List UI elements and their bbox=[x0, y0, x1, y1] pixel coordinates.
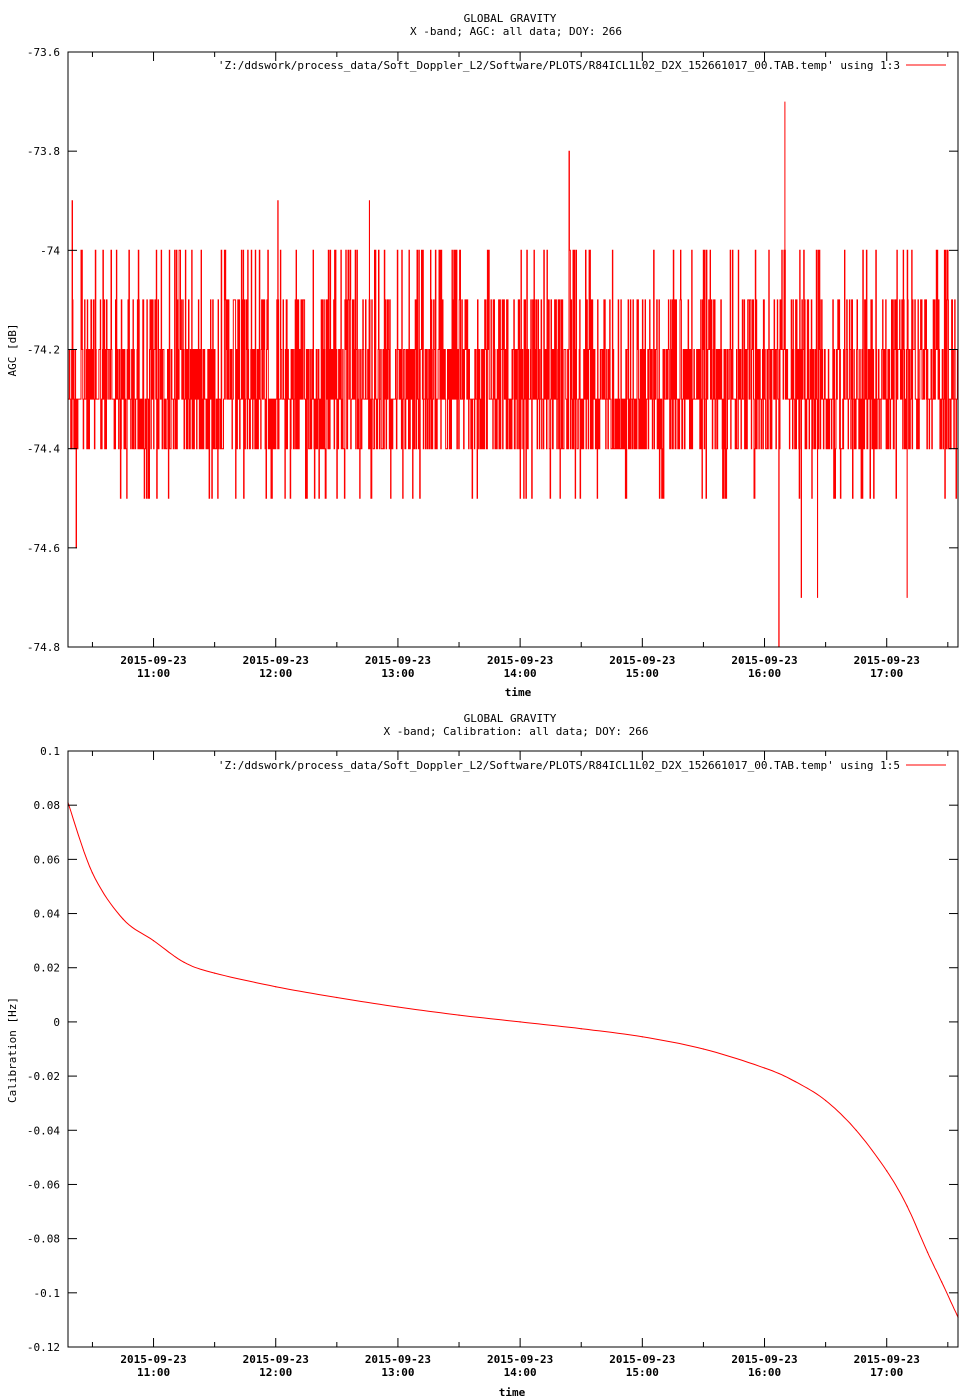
calibration-x-tick-time: 15:00 bbox=[626, 1366, 659, 1379]
calibration-y-tick-label: 0.04 bbox=[34, 908, 61, 921]
calibration-x-tick-date: 2015-09-23 bbox=[854, 1353, 920, 1366]
agc-y-tick-label: -74 bbox=[40, 244, 60, 257]
agc-x-tick-time: 17:00 bbox=[870, 667, 903, 680]
calibration-y-tick-label: 0 bbox=[53, 1016, 60, 1029]
agc-series-line bbox=[68, 101, 959, 648]
calibration-data-point bbox=[855, 1129, 857, 1131]
calibration-data-point bbox=[214, 972, 216, 974]
calibration-x-tick-time: 13:00 bbox=[381, 1366, 414, 1379]
calibration-x-tick-time: 14:00 bbox=[504, 1366, 537, 1379]
calibration-y-tick-label: 0.06 bbox=[34, 853, 61, 866]
agc-y-axis-label: AGC [dB] bbox=[6, 324, 19, 377]
calibration-y-tick-label: 0.02 bbox=[34, 962, 61, 975]
calibration-data-point bbox=[794, 1080, 796, 1083]
calibration-series-line bbox=[67, 802, 959, 1318]
calibration-data-point bbox=[580, 1028, 582, 1030]
calibration-data-point bbox=[825, 1099, 827, 1102]
calibration-data-point bbox=[906, 1205, 908, 1207]
agc-x-tick-date: 2015-09-23 bbox=[854, 654, 920, 667]
calibration-data-point bbox=[886, 1170, 888, 1172]
calibration-x-tick-date: 2015-09-23 bbox=[243, 1353, 309, 1366]
calibration-x-tick-date: 2015-09-23 bbox=[609, 1353, 675, 1366]
calibration-x-tick-date: 2015-09-23 bbox=[120, 1353, 186, 1366]
calibration-data-point bbox=[336, 996, 338, 999]
agc-x-tick-date: 2015-09-23 bbox=[365, 654, 431, 667]
agc-chart: GLOBAL GRAVITY X -band; AGC: all data; D… bbox=[6, 12, 959, 699]
agc-x-tick-time: 12:00 bbox=[259, 667, 292, 680]
agc-x-tick-time: 14:00 bbox=[504, 667, 537, 680]
agc-x-tick-date: 2015-09-23 bbox=[731, 654, 797, 667]
agc-x-tick-date: 2015-09-23 bbox=[243, 654, 309, 667]
agc-x-tick-time: 15:00 bbox=[626, 667, 659, 680]
agc-x-axis-label: time bbox=[505, 686, 532, 699]
calibration-data-point bbox=[458, 1014, 460, 1016]
agc-y-tick-label: -74.8 bbox=[27, 641, 60, 654]
agc-x-tick-time: 11:00 bbox=[137, 667, 170, 680]
calibration-chart: GLOBAL GRAVITY X -band; Calibration: all… bbox=[6, 712, 959, 1399]
calibration-data-point bbox=[763, 1067, 766, 1069]
calibration-y-tick-label: 0.1 bbox=[40, 745, 60, 758]
agc-y-tick-label: -74.6 bbox=[27, 542, 60, 555]
calibration-y-tick-label: 0.08 bbox=[34, 799, 61, 812]
calibration-data-point bbox=[702, 1048, 705, 1050]
calibration-y-tick-label: -0.02 bbox=[27, 1070, 60, 1083]
agc-y-tick-label: -73.8 bbox=[27, 145, 60, 158]
calibration-chart-subtitle: X -band; Calibration: all data; DOY: 266 bbox=[384, 725, 649, 738]
calibration-x-tick-time: 11:00 bbox=[137, 1366, 170, 1379]
calibration-x-tick-time: 16:00 bbox=[748, 1366, 781, 1379]
calibration-plot-frame bbox=[67, 750, 959, 1348]
agc-x-tick-date: 2015-09-23 bbox=[609, 654, 675, 667]
agc-x-tick-time: 13:00 bbox=[381, 667, 414, 680]
calibration-data-point bbox=[183, 961, 185, 963]
calibration-legend-label: 'Z:/ddswork/process_data/Soft_Doppler_L2… bbox=[218, 759, 900, 772]
calibration-data-point bbox=[397, 1006, 399, 1008]
agc-legend-label: 'Z:/ddswork/process_data/Soft_Doppler_L2… bbox=[218, 59, 900, 72]
agc-chart-subtitle: X -band; AGC: all data; DOY: 266 bbox=[410, 25, 622, 38]
calibration-data-point bbox=[152, 940, 155, 942]
calibration-chart-title: GLOBAL GRAVITY bbox=[464, 712, 557, 725]
calibration-data-point bbox=[122, 918, 124, 920]
calibration-y-tick-label: -0.04 bbox=[27, 1124, 60, 1137]
agc-chart-title: GLOBAL GRAVITY bbox=[464, 12, 557, 25]
calibration-y-tick-label: -0.12 bbox=[27, 1341, 60, 1354]
agc-y-tick-label: -73.6 bbox=[27, 46, 60, 59]
agc-y-tick-label: -74.4 bbox=[27, 443, 60, 456]
calibration-data-point bbox=[91, 872, 93, 874]
calibration-data-point bbox=[519, 1021, 521, 1023]
agc-plot-frame bbox=[67, 51, 959, 648]
calibration-y-tick-label: -0.1 bbox=[34, 1287, 61, 1300]
calibration-x-tick-date: 2015-09-23 bbox=[365, 1353, 431, 1366]
calibration-x-tick-time: 12:00 bbox=[259, 1366, 292, 1379]
calibration-x-tick-time: 17:00 bbox=[870, 1366, 903, 1379]
calibration-y-tick-label: -0.08 bbox=[27, 1233, 60, 1246]
calibration-data-point bbox=[641, 1036, 643, 1038]
agc-x-tick-time: 16:00 bbox=[748, 667, 781, 680]
calibration-x-tick-date: 2015-09-23 bbox=[487, 1353, 553, 1366]
calibration-data-point bbox=[941, 1281, 943, 1283]
agc-y-tick-label: -74.2 bbox=[27, 344, 60, 357]
calibration-data-point bbox=[926, 1251, 929, 1253]
calibration-y-tick-label: -0.06 bbox=[27, 1178, 60, 1191]
agc-x-tick-date: 2015-09-23 bbox=[487, 654, 553, 667]
calibration-y-axis-label: Calibration [Hz] bbox=[6, 997, 19, 1103]
calibration-data-point bbox=[275, 986, 277, 988]
calibration-x-axis-label: time bbox=[499, 1386, 526, 1399]
agc-x-tick-date: 2015-09-23 bbox=[120, 654, 186, 667]
calibration-x-tick-date: 2015-09-23 bbox=[731, 1353, 797, 1366]
